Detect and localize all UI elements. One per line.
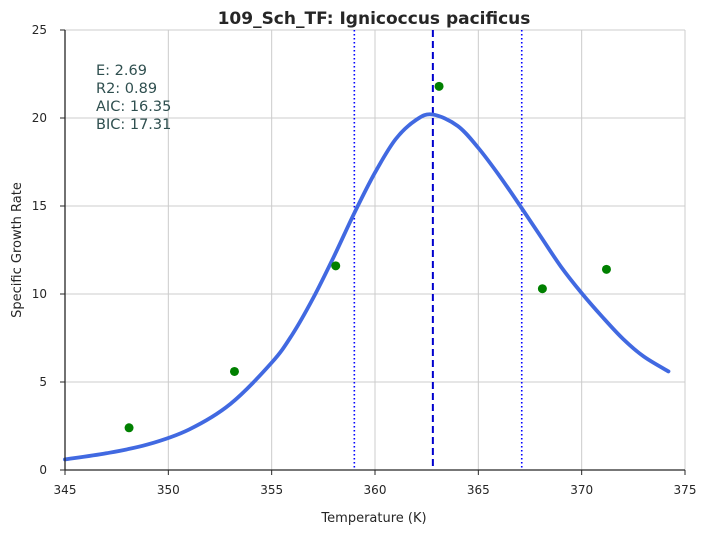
x-tick-label: 350 — [157, 483, 180, 497]
y-tick-label: 0 — [39, 463, 47, 477]
x-tick-label: 355 — [260, 483, 283, 497]
stat-e: E: 2.69 — [96, 63, 147, 79]
fit-statistics: E: 2.69 R2: 0.89 AIC: 16.35 BIC: 17.31 — [96, 63, 171, 133]
y-tick-label: 5 — [39, 375, 47, 389]
x-tick-label: 375 — [674, 483, 697, 497]
fit-curve-layer — [63, 112, 671, 462]
y-tick-label: 15 — [32, 199, 47, 213]
x-axis-label: Temperature (K) — [320, 511, 426, 526]
data-point — [601, 264, 611, 274]
data-point — [124, 423, 134, 433]
reference-lines — [353, 30, 523, 470]
x-tick-label: 365 — [467, 483, 490, 497]
stat-aic: AIC: 16.35 — [96, 99, 171, 115]
y-tick-labels: 0 5 10 15 20 25 — [32, 23, 47, 477]
y-tick-label: 20 — [32, 111, 47, 125]
x-tick-label: 345 — [54, 483, 77, 497]
y-axis-label: Specific Growth Rate — [10, 182, 25, 318]
chart-title: 109_Sch_TF: Ignicoccus pacificus — [218, 9, 531, 29]
x-tick-label: 370 — [570, 483, 593, 497]
stat-r2: R2: 0.89 — [96, 81, 157, 97]
data-point — [434, 81, 444, 91]
data-point — [331, 261, 341, 271]
fit-curve — [63, 112, 671, 462]
axes — [60, 29, 686, 475]
stat-bic: BIC: 17.31 — [96, 117, 171, 133]
x-tick-label: 360 — [364, 483, 387, 497]
y-tick-label: 10 — [32, 287, 47, 301]
data-point — [229, 366, 239, 376]
data-point — [537, 284, 547, 294]
y-tick-label: 25 — [32, 23, 47, 37]
data-points — [124, 81, 611, 433]
x-tick-labels: 345 350 355 360 365 370 375 — [54, 483, 697, 497]
